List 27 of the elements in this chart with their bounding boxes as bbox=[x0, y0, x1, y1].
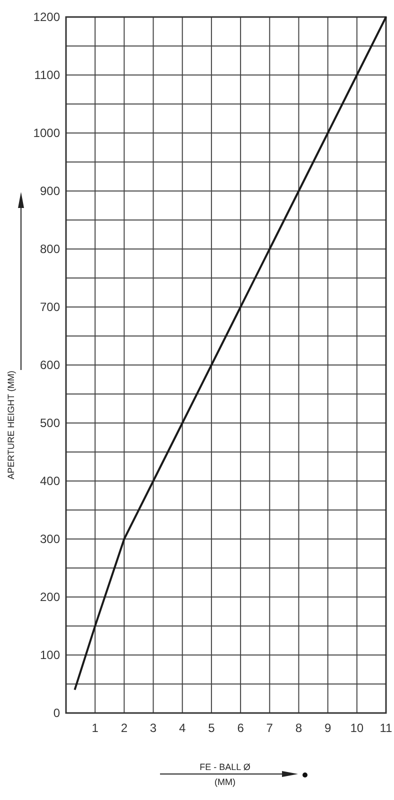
line-series bbox=[74, 16, 387, 691]
y-tick-label: 500 bbox=[40, 416, 60, 430]
y-tick-label: 800 bbox=[40, 242, 60, 256]
x-tick-label: 11 bbox=[380, 721, 393, 735]
x-tick-label: 1 bbox=[92, 721, 99, 735]
x-tick-label: 6 bbox=[237, 721, 244, 735]
x-tick-label: 8 bbox=[295, 721, 302, 735]
y-tick-label: 1000 bbox=[33, 126, 60, 140]
y-tick-label: 400 bbox=[40, 474, 60, 488]
x-tick-label: 2 bbox=[120, 721, 128, 735]
y-tick-label: 1100 bbox=[34, 68, 60, 82]
y-tick-label: 700 bbox=[40, 300, 60, 314]
x-tick-label: 5 bbox=[208, 721, 216, 735]
y-tick-label: 200 bbox=[40, 590, 60, 604]
x-tick-label: 7 bbox=[266, 721, 274, 735]
x-tick-label: 3 bbox=[150, 721, 157, 735]
y-tick-label: 1200 bbox=[33, 10, 60, 24]
y-axis-title: APERTURE HEIGHT (MM) bbox=[6, 370, 16, 480]
x-tick-label: 10 bbox=[350, 721, 364, 735]
y-tick-label: 600 bbox=[40, 358, 60, 372]
x-axis-title: FE - BALL Ø (MM) bbox=[200, 762, 250, 787]
y-tick-label: 0 bbox=[53, 706, 60, 720]
y-tick-label: 100 bbox=[40, 648, 60, 662]
x-tick-label: 9 bbox=[324, 721, 332, 735]
y-tick-label: 300 bbox=[40, 532, 60, 546]
x-tick-label: 4 bbox=[179, 721, 186, 735]
y-tick-label: 900 bbox=[40, 184, 60, 198]
